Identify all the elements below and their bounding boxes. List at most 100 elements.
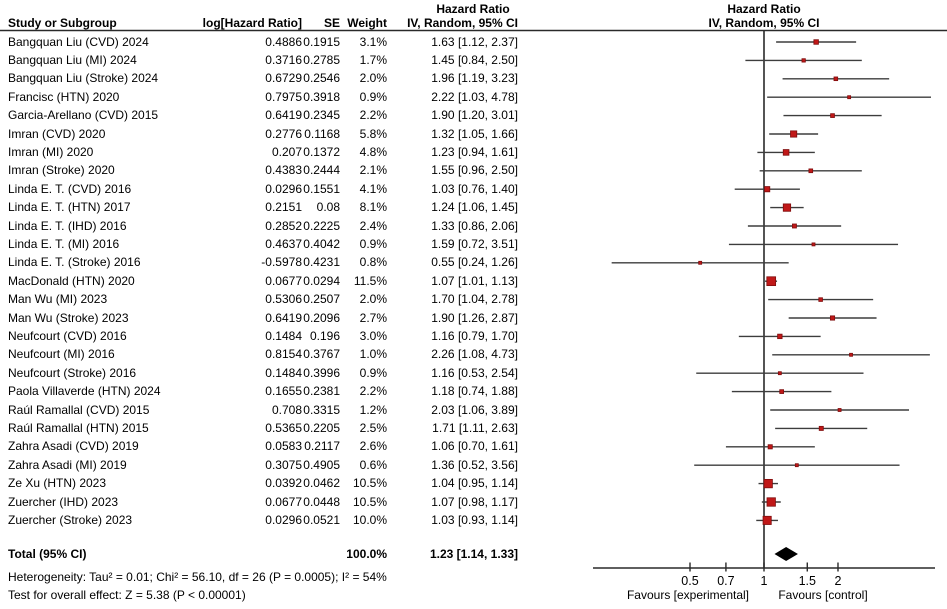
weight-value: 2.4% xyxy=(359,218,387,233)
loghr-value: 0.1484 xyxy=(265,328,302,343)
se-value: 0.3315 xyxy=(303,402,340,417)
weight-value: 0.9% xyxy=(359,365,387,380)
se-value: 0.08 xyxy=(316,200,340,215)
ci-text: 1.23 [0.94, 1.61] xyxy=(431,144,518,159)
loghr-value: 0.2776 xyxy=(265,126,302,141)
study-label: Neufcourt (Stroke) 2016 xyxy=(8,365,137,380)
study-label: Linda E. T. (CVD) 2016 xyxy=(8,181,132,196)
loghr-value: 0.0677 xyxy=(265,494,302,509)
hr-marker xyxy=(779,389,784,394)
se-value: 0.3918 xyxy=(303,89,340,104)
hr-marker xyxy=(829,315,836,321)
col-header-ci: IV, Random, 95% CI xyxy=(407,16,518,30)
se-value: 0.2225 xyxy=(303,218,340,233)
ci-text: 1.71 [1.11, 2.63] xyxy=(432,420,518,435)
study-label: Garcia-Arellano (CVD) 2015 xyxy=(8,108,159,123)
ci-text: 1.32 [1.05, 1.66] xyxy=(431,126,518,141)
hr-marker xyxy=(813,39,819,45)
se-value: 0.3996 xyxy=(303,365,340,380)
hr-marker xyxy=(763,478,773,489)
ci-text: 1.45 [0.84, 2.50] xyxy=(431,52,518,67)
favours-experimental-label: Favours [experimental] xyxy=(626,588,750,602)
ci-text: 1.03 [0.93, 1.14] xyxy=(431,512,518,527)
study-label: MacDonald (HTN) 2020 xyxy=(8,273,135,288)
col-header-se: SE xyxy=(323,16,340,30)
loghr-value: 0.0296 xyxy=(265,512,302,527)
hr-marker xyxy=(847,95,852,100)
weight-value: 11.5% xyxy=(353,273,387,288)
loghr-value: 0.3075 xyxy=(265,457,302,472)
axis-tick-label: 1 xyxy=(761,574,768,588)
loghr-value: 0.5365 xyxy=(265,420,302,435)
ci-text: 1.96 [1.19, 3.23] xyxy=(431,71,518,86)
study-label: Zahra Asadi (MI) 2019 xyxy=(8,457,127,472)
loghr-value: -0.5978 xyxy=(261,255,302,270)
weight-value: 8.1% xyxy=(359,200,387,215)
axis-tick-label: 0.5 xyxy=(681,574,698,588)
weight-value: 2.2% xyxy=(359,108,387,123)
ci-text: 2.03 [1.06, 3.89] xyxy=(431,402,518,417)
study-label: Francisc (HTN) 2020 xyxy=(8,89,120,104)
se-value: 0.2785 xyxy=(303,52,340,67)
se-value: 0.1372 xyxy=(303,144,340,159)
hr-marker xyxy=(777,333,783,340)
se-value: 0.3767 xyxy=(303,347,340,362)
weight-value: 2.0% xyxy=(359,292,387,307)
ci-text: 1.16 [0.53, 2.54] xyxy=(431,365,518,380)
study-label: Imran (Stroke) 2020 xyxy=(8,163,115,178)
hr-marker xyxy=(777,371,782,376)
se-value: 0.2096 xyxy=(303,310,340,325)
hr-marker xyxy=(766,276,777,287)
hr-marker xyxy=(698,260,703,265)
col-header-loghr: log[Hazard Ratio] xyxy=(202,16,302,30)
se-value: 0.1551 xyxy=(303,181,340,196)
se-value: 0.2117 xyxy=(304,439,340,454)
se-value: 0.2381 xyxy=(303,384,340,399)
loghr-value: 0.0392 xyxy=(265,476,302,491)
loghr-value: 0.0583 xyxy=(265,439,302,454)
loghr-value: 0.6419 xyxy=(265,108,302,123)
weight-value: 2.1% xyxy=(359,163,387,178)
hr-marker xyxy=(837,408,842,412)
plot-subtitle: IV, Random, 95% CI xyxy=(708,16,820,30)
se-value: 0.2205 xyxy=(303,420,340,435)
hr-marker xyxy=(801,58,806,63)
study-label: Imran (CVD) 2020 xyxy=(8,126,106,141)
col-header-weight: Weight xyxy=(347,16,387,30)
total-label: Total (95% CI) xyxy=(8,547,87,561)
se-value: 0.196 xyxy=(309,328,340,343)
ci-text: 1.59 [0.72, 3.51] xyxy=(431,236,518,251)
hr-marker xyxy=(849,352,853,357)
study-label: Neufcourt (MI) 2016 xyxy=(8,347,115,362)
hr-marker xyxy=(762,515,772,525)
favours-control-label: Favours [control] xyxy=(778,588,868,602)
hr-marker xyxy=(767,444,773,450)
study-label: Zuercher (IHD) 2023 xyxy=(8,494,119,509)
loghr-value: 0.5306 xyxy=(265,292,302,307)
loghr-value: 0.1484 xyxy=(265,365,302,380)
ci-text: 1.63 [1.12, 2.37] xyxy=(431,34,518,49)
loghr-value: 0.207 xyxy=(271,144,302,159)
study-label: Man Wu (Stroke) 2023 xyxy=(8,310,129,325)
study-label: Neufcourt (CVD) 2016 xyxy=(8,328,127,343)
hr-marker xyxy=(808,168,814,174)
ci-text: 1.90 [1.20, 3.01] xyxy=(431,108,518,123)
se-value: 0.0462 xyxy=(303,476,340,491)
ci-text: 1.24 [1.06, 1.45] xyxy=(431,200,518,215)
se-value: 0.0294 xyxy=(303,273,340,288)
weight-value: 10.0% xyxy=(352,512,387,527)
se-value: 0.1915 xyxy=(303,34,340,49)
ci-text: 1.04 [0.95, 1.14] xyxy=(431,476,518,491)
hr-marker xyxy=(792,223,797,229)
loghr-value: 0.708 xyxy=(271,402,302,417)
total-diamond xyxy=(774,547,798,561)
loghr-value: 0.0296 xyxy=(265,181,302,196)
hr-marker xyxy=(782,203,792,212)
ci-text: 1.16 [0.79, 1.70] xyxy=(431,328,518,343)
loghr-value: 0.7975 xyxy=(265,89,302,104)
weight-value: 0.6% xyxy=(359,457,387,472)
study-label: Linda E. T. (IHD) 2016 xyxy=(8,218,127,233)
study-label: Imran (MI) 2020 xyxy=(8,144,94,159)
se-value: 0.1168 xyxy=(304,126,340,141)
